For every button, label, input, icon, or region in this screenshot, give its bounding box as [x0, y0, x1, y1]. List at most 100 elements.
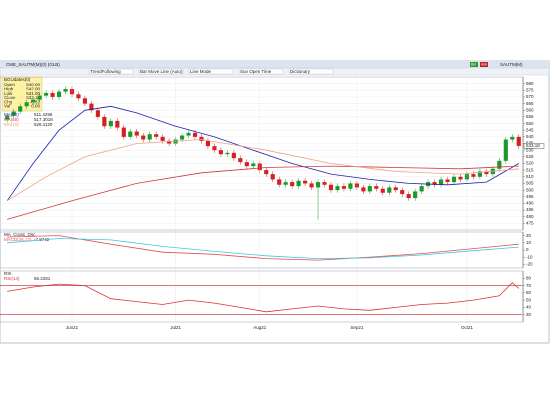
- y-tick-label: 535: [526, 141, 534, 146]
- tab-label[interactable]: Bid: [471, 63, 476, 67]
- candle-body: [328, 184, 334, 191]
- series-name: MA(50): [4, 117, 19, 122]
- y-tick-label: 60: [526, 290, 532, 295]
- last-price-label: 533.18: [526, 143, 540, 148]
- candle-body: [251, 163, 256, 167]
- y-tick-label: 70: [526, 283, 532, 288]
- info-value: 542.00: [26, 86, 40, 91]
- candle-body: [432, 182, 437, 185]
- toolbar-label[interactable]: Line Mode: [190, 69, 212, 74]
- series-name: MACD(26,12): [4, 237, 32, 242]
- candle-body: [154, 134, 159, 137]
- candle-body: [102, 116, 107, 127]
- candle-body: [516, 136, 521, 146]
- y-tick-label: 515: [526, 167, 534, 172]
- candle-body: [257, 163, 262, 171]
- candle-body: [238, 158, 243, 163]
- candle-body: [451, 176, 457, 183]
- info-key: High: [4, 86, 14, 91]
- tab-label[interactable]: SAUTM(M): [500, 62, 523, 67]
- candle-body: [63, 88, 68, 92]
- candle-body: [128, 131, 133, 137]
- candle-body: [464, 174, 470, 180]
- y-tick-label: 10: [526, 240, 532, 245]
- candle-body: [471, 174, 476, 177]
- candle-body: [309, 183, 314, 188]
- tab-label[interactable]: Ask: [481, 63, 487, 67]
- candle-body: [192, 132, 198, 137]
- x-tick-label: Jul21: [170, 325, 181, 330]
- toolbar-label[interactable]: Bar Move Line (Auto): [140, 69, 183, 74]
- toolbar-label[interactable]: Dictionary: [290, 69, 311, 74]
- candle-body: [303, 180, 308, 184]
- candle-body: [82, 98, 88, 104]
- y-tick-label: 555: [526, 114, 534, 119]
- info-value: 531.00: [26, 91, 40, 96]
- toolbar-button[interactable]: [288, 68, 334, 75]
- y-tick-label: 530: [526, 147, 534, 152]
- candle-body: [199, 136, 204, 141]
- y-tick-label: 505: [526, 181, 534, 186]
- y-tick-label: 495: [526, 194, 534, 199]
- info-title: BGUdates(0): [4, 77, 31, 82]
- candle-body: [231, 152, 236, 159]
- series-name: MA(10): [4, 122, 19, 127]
- info-key: Vol: [4, 104, 10, 109]
- candle-body: [44, 92, 49, 96]
- candle-body: [115, 120, 120, 128]
- y-tick-label: 540: [526, 134, 534, 139]
- y-tick-label: 570: [526, 94, 534, 99]
- y-tick-label: 485: [526, 207, 534, 212]
- y-tick-label: 20: [526, 233, 532, 238]
- candle-body: [367, 186, 372, 192]
- tab[interactable]: [480, 62, 488, 67]
- candle-body: [160, 136, 165, 141]
- panel-title: MA_Cross_Osc: [4, 232, 36, 237]
- candle-body: [438, 179, 444, 185]
- y-tick-label: 565: [526, 101, 534, 106]
- info-key: Open: [4, 82, 16, 87]
- toolbar-label[interactable]: Sun Open Time: [240, 69, 272, 74]
- candle-body: [5, 115, 10, 120]
- y-tick-label: -20: [526, 262, 533, 267]
- x-tick-label: Sep21: [350, 325, 364, 330]
- y-tick-label: -10: [526, 254, 533, 259]
- y-tick-label: 525: [526, 154, 534, 159]
- series-line: [7, 235, 519, 261]
- last-price-box: [523, 143, 545, 149]
- candle-body: [11, 111, 16, 116]
- candle-body: [393, 187, 398, 191]
- candle-body: [510, 136, 515, 140]
- candle-body: [348, 183, 353, 189]
- candle-body: [205, 140, 211, 147]
- toolbar-button[interactable]: [238, 68, 284, 75]
- info-value: 0.00: [31, 104, 40, 109]
- info-value: 540.00: [26, 82, 40, 87]
- candle-body: [322, 182, 327, 185]
- y-tick-label: 480: [526, 214, 534, 219]
- candle-body: [31, 99, 36, 103]
- y-tick-label: 475: [526, 221, 534, 226]
- x-tick-label: Jun21: [66, 325, 79, 330]
- toolbar-button[interactable]: [138, 68, 184, 75]
- series-line: [7, 238, 519, 260]
- tab[interactable]: [470, 62, 478, 67]
- series-line: [6, 139, 519, 202]
- y-tick-label: 50: [526, 297, 532, 302]
- y-tick-label: 80: [526, 275, 532, 280]
- candle-body: [212, 146, 217, 151]
- candle-body: [76, 94, 81, 99]
- candle-body: [95, 110, 100, 117]
- toolbar-items: TrendFollowing Bar Move Line (Auto) Line M…: [88, 68, 334, 75]
- toolbar-button[interactable]: [88, 68, 134, 75]
- y-tick-label: 575: [526, 87, 534, 92]
- toolbar-button[interactable]: [188, 68, 234, 75]
- y-tick-label: 500: [526, 187, 534, 192]
- candle-body: [335, 186, 340, 191]
- series-name: MA(20): [4, 112, 19, 117]
- candle-body: [147, 134, 152, 140]
- candle-body: [244, 162, 249, 167]
- toolbar-label[interactable]: TrendFollowing: [90, 69, 121, 74]
